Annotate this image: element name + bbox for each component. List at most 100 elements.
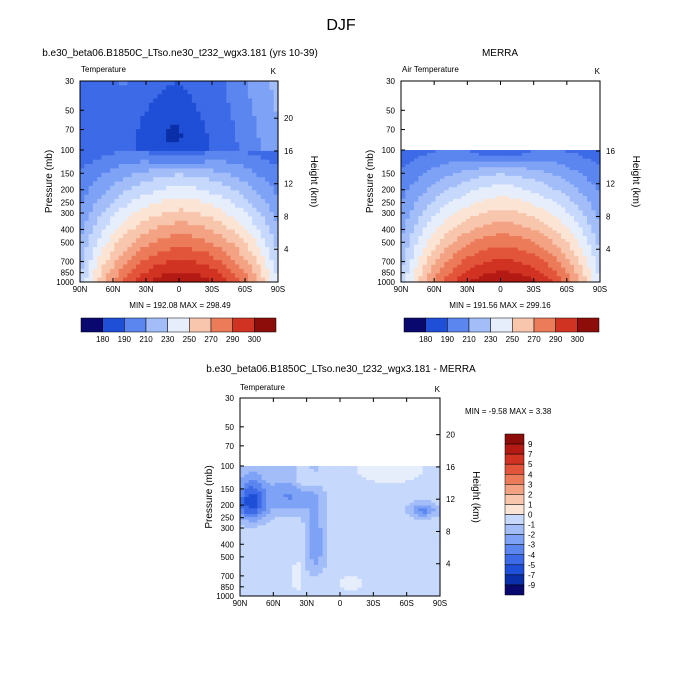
field-cell <box>496 241 502 246</box>
field-cell <box>548 276 554 280</box>
field-cell <box>157 277 163 283</box>
field-cell <box>591 227 597 231</box>
field-cell <box>517 250 523 254</box>
field-cell <box>539 238 545 243</box>
field-cell <box>283 519 289 524</box>
field-cell <box>269 255 275 261</box>
field-cell <box>530 155 536 160</box>
field-cell <box>582 190 588 194</box>
field-cell <box>174 260 180 266</box>
field-cell <box>166 229 171 235</box>
field-cell <box>153 181 159 187</box>
height-tick-label: 20 <box>284 114 293 123</box>
field-cell <box>556 172 562 177</box>
field-cell <box>222 177 227 183</box>
field-cell <box>243 242 249 248</box>
field-cell <box>591 221 597 226</box>
field-cell <box>578 150 584 154</box>
field-cell <box>504 195 510 200</box>
field-cell <box>217 168 223 174</box>
field-cell <box>517 158 523 163</box>
field-cell <box>127 198 133 204</box>
field-cell <box>135 242 141 248</box>
field-cell <box>97 94 103 100</box>
field-cell <box>265 168 270 174</box>
field-cell <box>569 158 575 163</box>
field-cell <box>587 201 592 206</box>
field-cell <box>526 267 532 272</box>
field-cell <box>148 238 154 244</box>
field-cell <box>266 573 272 577</box>
field-cell <box>273 212 279 218</box>
field-cell <box>504 259 510 263</box>
field-cell <box>565 253 571 257</box>
field-cell <box>243 277 249 283</box>
field-cell <box>84 247 90 253</box>
field-cell <box>256 177 262 183</box>
field-cell <box>292 553 298 558</box>
field-cell <box>422 161 428 165</box>
field-cell <box>88 155 94 161</box>
field-cell <box>88 124 94 130</box>
field-cell <box>426 221 432 226</box>
field-cell <box>247 181 253 187</box>
field-cell <box>196 155 202 161</box>
field-cell <box>543 158 549 163</box>
field-cell <box>266 491 272 495</box>
field-cell <box>80 264 85 270</box>
field-cell <box>500 195 506 200</box>
field-cell <box>230 229 236 235</box>
field-cell <box>487 247 493 252</box>
field-cell <box>487 279 493 283</box>
field-cell <box>244 477 250 481</box>
field-cell <box>140 264 146 270</box>
field-cell <box>500 187 506 191</box>
field-cell <box>213 190 219 196</box>
field-cell <box>166 194 171 200</box>
field-cell <box>248 525 254 529</box>
field-cell <box>266 542 272 546</box>
field-cell <box>569 279 575 283</box>
field-cell <box>491 152 497 157</box>
field-cell <box>526 170 532 174</box>
field-cell <box>578 155 584 160</box>
field-cell <box>587 264 592 269</box>
field-cell <box>569 181 575 186</box>
field-cell <box>261 550 267 555</box>
field-cell <box>179 238 184 244</box>
field-cell <box>461 250 467 254</box>
field-cell <box>226 98 232 104</box>
field-cell <box>239 172 245 178</box>
field-cell <box>465 250 471 254</box>
field-cell <box>509 273 515 277</box>
field-cell <box>539 164 545 168</box>
field-cell <box>204 264 210 270</box>
field-cell <box>287 497 293 501</box>
field-cell <box>266 471 272 476</box>
field-cell <box>522 256 528 260</box>
field-cell <box>148 172 154 178</box>
field-cell <box>256 255 262 261</box>
field-cell <box>444 172 450 177</box>
field-cell <box>504 207 510 211</box>
field-cell <box>247 159 253 165</box>
field-cell <box>200 155 206 161</box>
field-cell <box>170 207 176 213</box>
field-cell <box>574 241 579 246</box>
field-cell <box>105 155 111 161</box>
field-cell <box>474 207 480 211</box>
field-cell <box>118 251 124 257</box>
field-cell <box>548 230 554 234</box>
field-cell <box>582 150 588 154</box>
field-cell <box>513 178 519 183</box>
field-cell <box>114 242 120 248</box>
field-cell <box>487 224 493 229</box>
field-cell <box>161 98 167 104</box>
field-cell <box>170 268 176 274</box>
field-cell <box>292 547 298 552</box>
field-cell <box>517 227 523 231</box>
field-cell <box>127 212 133 218</box>
field-cell <box>439 250 445 254</box>
field-cell <box>256 225 262 231</box>
field-cell <box>196 238 202 244</box>
